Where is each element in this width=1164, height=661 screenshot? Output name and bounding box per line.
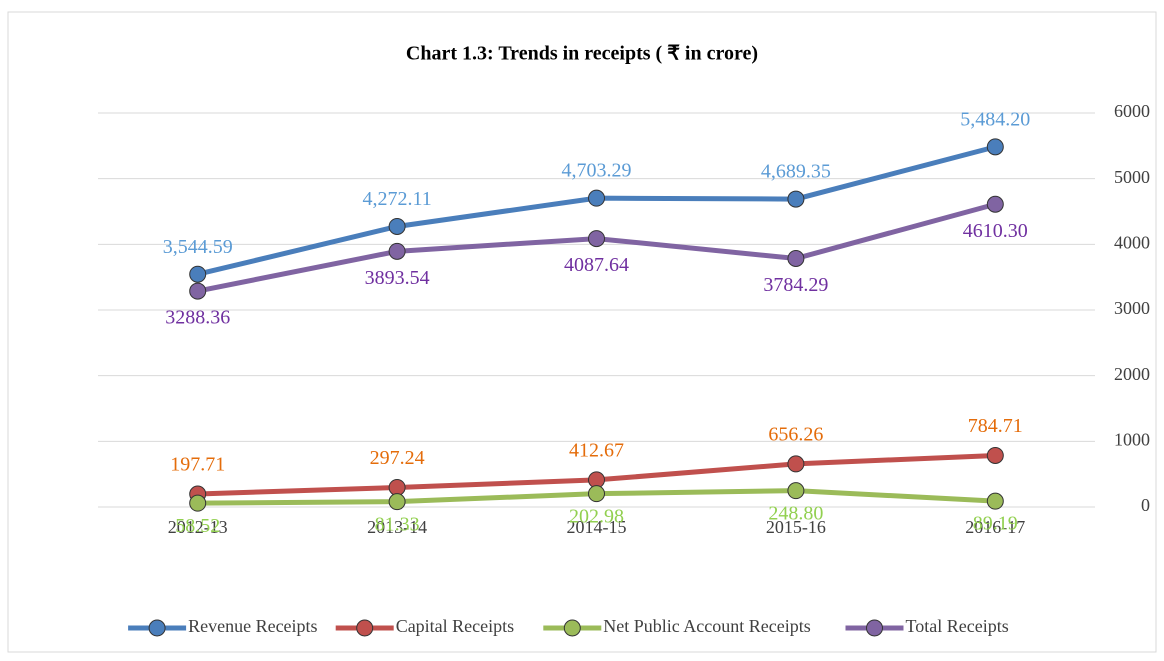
data-label: 412.67 — [569, 439, 624, 461]
y-tick-label: 3000 — [1114, 298, 1150, 318]
marker — [986, 492, 1004, 510]
y-tick-label: 5000 — [1114, 167, 1150, 187]
legend-marker — [866, 619, 883, 637]
x-tick-label: 2015-16 — [766, 517, 826, 537]
chart-border — [7, 11, 1157, 653]
marker — [388, 217, 406, 235]
x-tick-label: 2014-15 — [567, 517, 627, 537]
legend-marker — [356, 619, 374, 637]
marker — [388, 242, 406, 260]
chart-title: Chart 1.3: Trends in receipts ( ₹ in cro… — [406, 43, 758, 65]
y-tick-label: 6000 — [1114, 101, 1150, 121]
marker — [588, 230, 605, 248]
marker — [189, 494, 207, 512]
legend-marker — [563, 619, 581, 637]
data-label: 4,703.29 — [562, 160, 632, 182]
legend-label: Capital Receipts — [396, 616, 514, 636]
marker — [388, 478, 406, 496]
data-label: 297.24 — [370, 447, 425, 469]
marker — [787, 482, 805, 500]
data-label: 89.19 — [973, 513, 1018, 535]
marker — [787, 249, 805, 267]
data-label: 4610.30 — [963, 220, 1028, 242]
legend-label: Net Public Account Receipts — [603, 616, 810, 636]
data-label: 4087.64 — [564, 254, 629, 276]
marker — [189, 265, 207, 283]
legend-label: Revenue Receipts — [188, 616, 317, 636]
marker — [986, 446, 1004, 464]
data-label: 81.33 — [375, 513, 420, 535]
data-label: 656.26 — [768, 423, 823, 445]
legend-label: Total Receipts — [906, 616, 1009, 636]
data-label: 3288.36 — [165, 307, 230, 329]
legend-marker — [148, 619, 166, 637]
data-label: 4,689.35 — [761, 161, 831, 183]
data-label: 3,544.59 — [163, 236, 233, 258]
data-label: 784.71 — [968, 415, 1023, 437]
marker — [787, 455, 805, 473]
y-tick-label: 4000 — [1114, 232, 1150, 252]
y-tick-label: 0 — [1141, 495, 1150, 515]
marker — [588, 189, 605, 207]
y-tick-label: 2000 — [1114, 364, 1150, 384]
data-label: 3784.29 — [763, 274, 828, 296]
data-label: 58.52 — [175, 515, 220, 537]
marker — [388, 493, 406, 511]
marker — [986, 195, 1004, 213]
marker — [787, 190, 805, 208]
data-label: 4,272.11 — [362, 188, 431, 210]
data-label: 197.71 — [170, 454, 225, 476]
marker — [189, 282, 207, 300]
y-tick-label: 1000 — [1114, 429, 1150, 449]
data-label: 248.80 — [768, 502, 823, 524]
x-tick-label: 2016-17 — [965, 517, 1025, 537]
data-label: 5,484.20 — [960, 108, 1030, 130]
marker — [986, 138, 1004, 156]
marker — [588, 485, 605, 503]
data-label: 3893.54 — [365, 267, 430, 289]
data-label: 202.98 — [569, 505, 624, 527]
x-tick-label: 2012-13 — [168, 517, 228, 537]
x-tick-label: 2013-14 — [367, 517, 427, 537]
